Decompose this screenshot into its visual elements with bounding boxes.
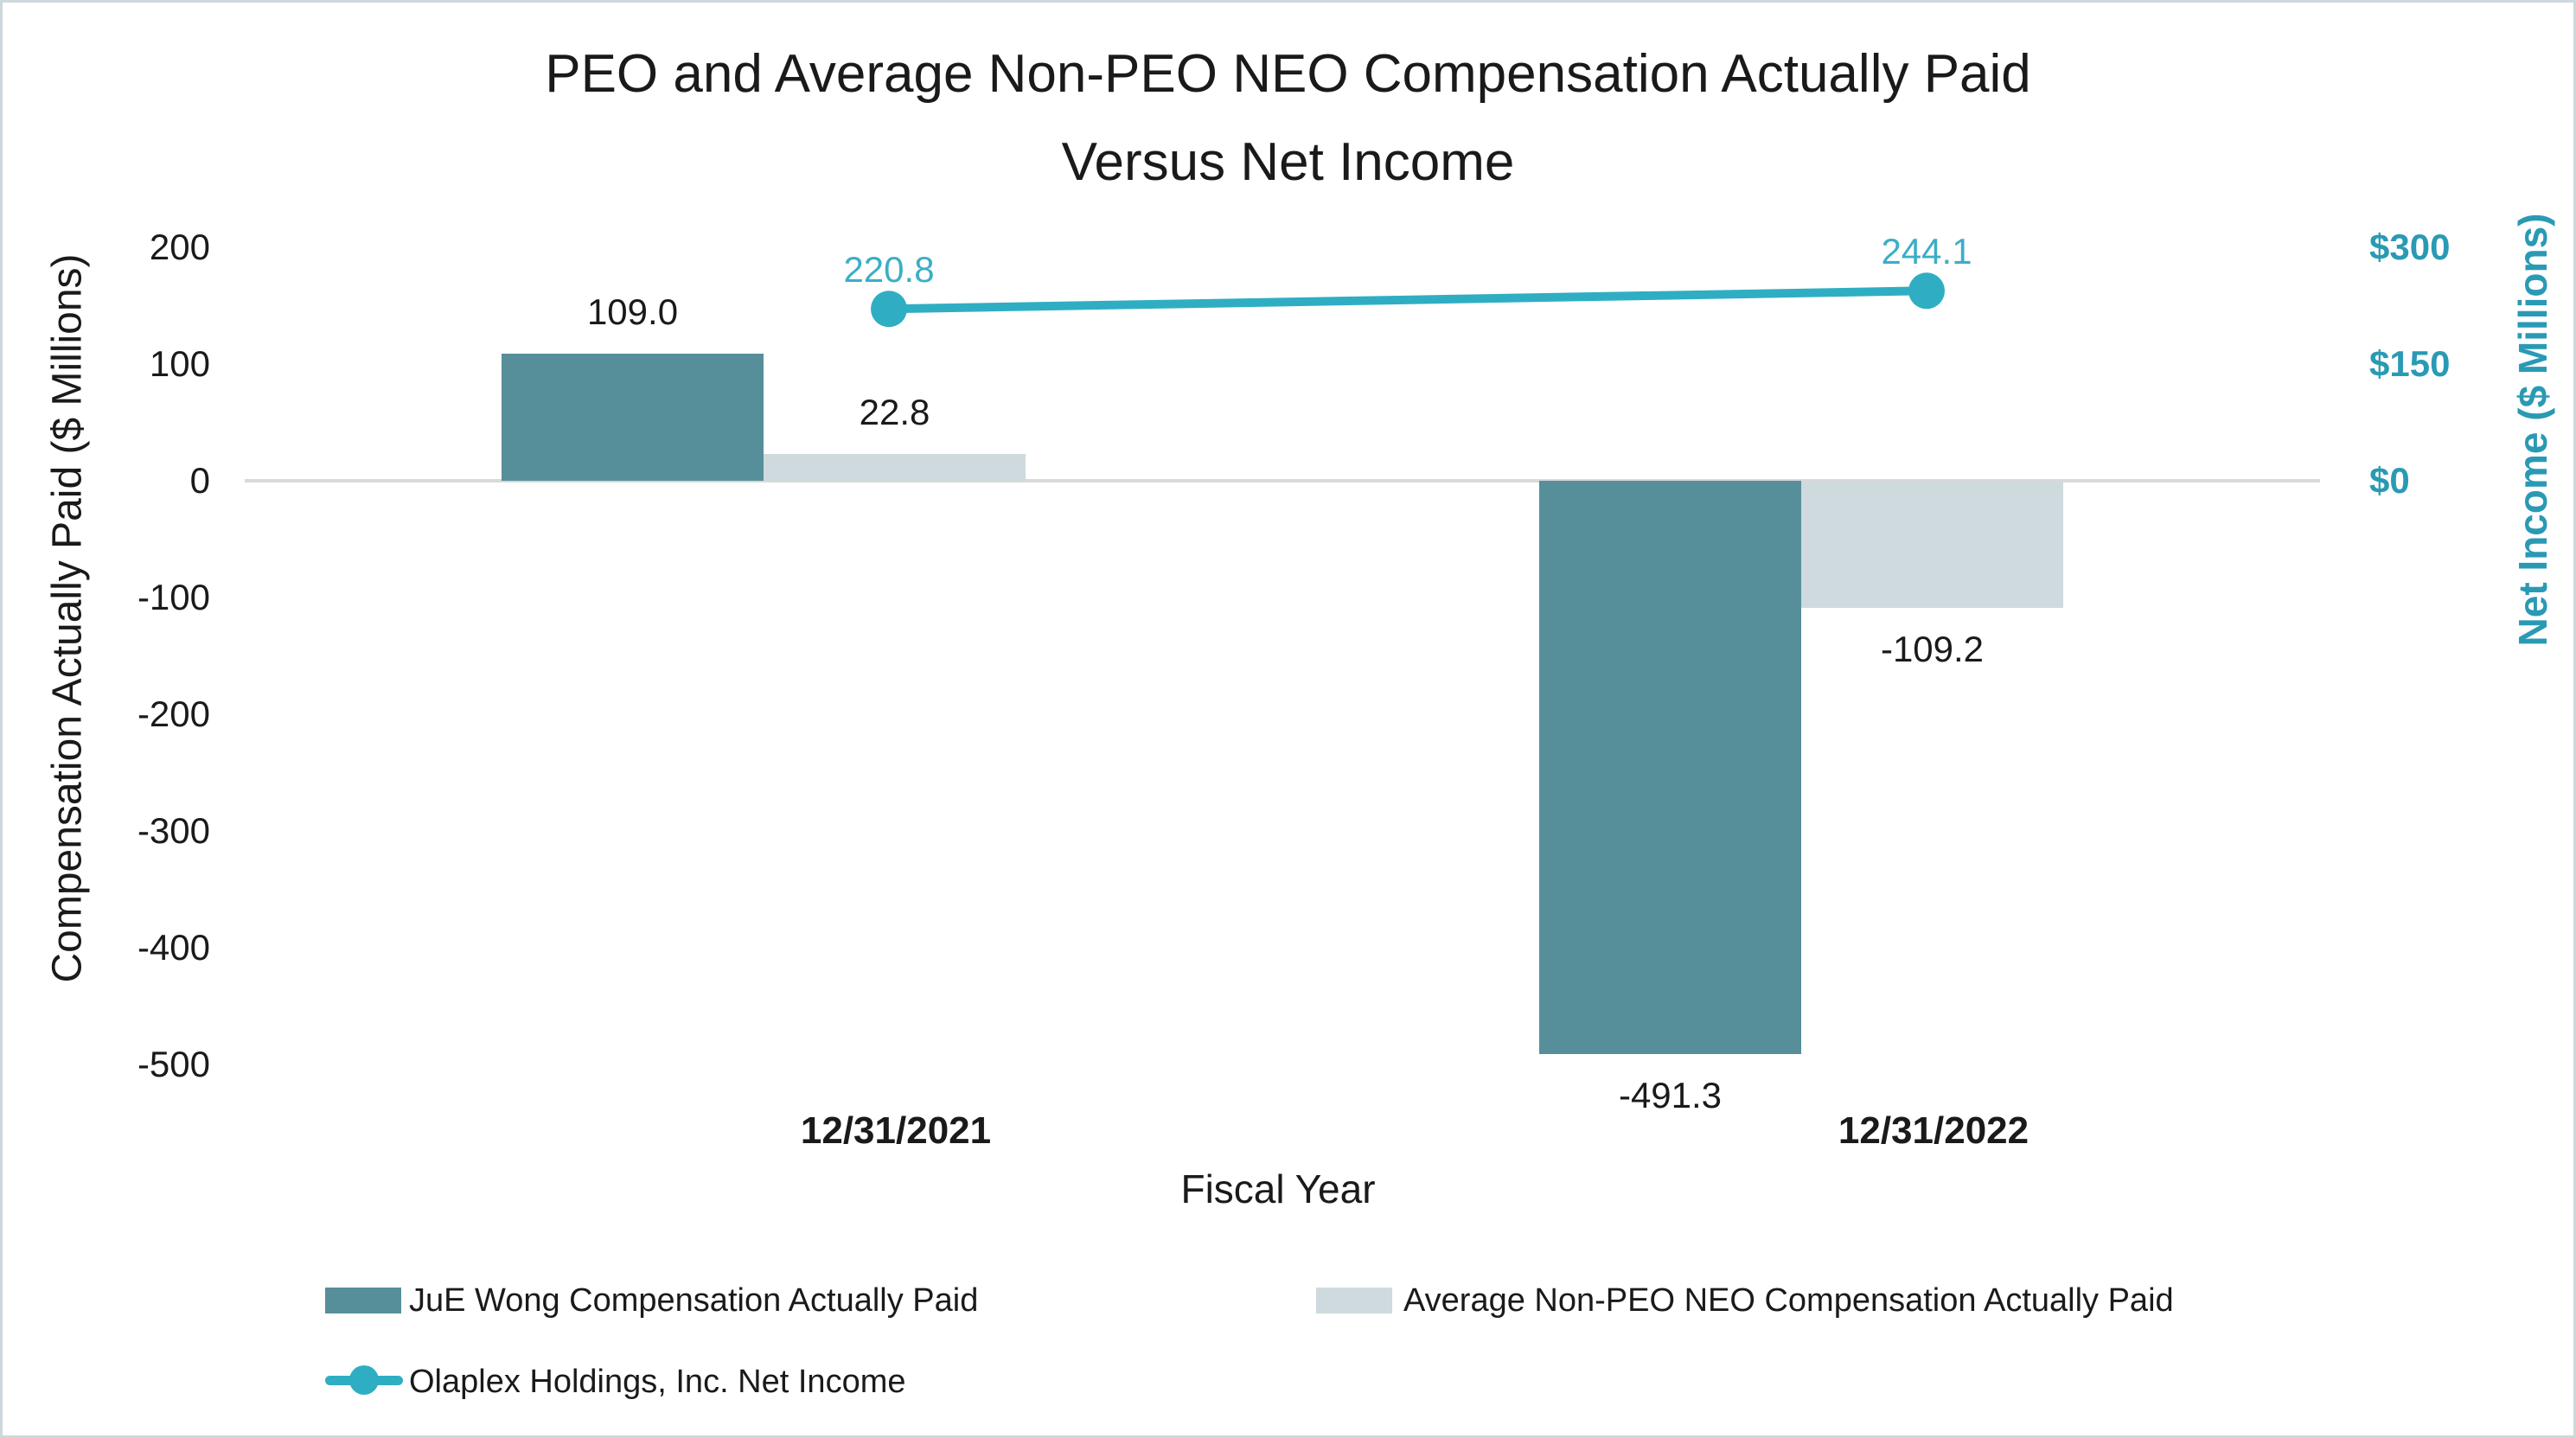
- line-data-label: 244.1: [1881, 231, 1972, 272]
- left-y-axis-tick-label: -200: [137, 693, 210, 734]
- chart-title-line1: PEO and Average Non-PEO NEO Compensation…: [545, 44, 2031, 104]
- line-point-marker: [871, 291, 907, 328]
- left-y-axis-tick-label: -100: [137, 577, 210, 617]
- x-axis-zero-line: [245, 479, 2320, 483]
- legend-dot-marker-icon: [349, 1365, 379, 1395]
- chart-title-line2: Versus Net Income: [1061, 132, 1515, 192]
- x-axis-category-label: 12/31/2021: [800, 1109, 992, 1152]
- x-axis-category-label: 12/31/2022: [1838, 1109, 2029, 1152]
- right-y-axis-tick-label: $0: [2369, 460, 2410, 501]
- bar-non-peo-12/31/2022: [1801, 481, 2063, 609]
- bar-non-peo-12/31/2021: [764, 454, 1026, 481]
- legend-label-peo-bar: JuE Wong Compensation Actually Paid: [409, 1282, 979, 1319]
- left-y-axis-tick-label: 100: [149, 343, 210, 384]
- net-income-line: [871, 272, 1945, 328]
- left-y-axis-tick-label: -400: [137, 927, 210, 968]
- left-y-axis-tick-label: 0: [189, 460, 210, 501]
- bar-peo-12/31/2022: [1539, 481, 1801, 1055]
- line-data-label: 220.8: [843, 249, 935, 291]
- legend-swatch-peo-bar: [325, 1288, 401, 1313]
- legend-label-net-income-line: Olaplex Holdings, Inc. Net Income: [409, 1364, 906, 1400]
- bar-data-label: -491.3: [1618, 1075, 1723, 1116]
- bar-data-label: -109.2: [1880, 629, 1985, 670]
- bar-data-label: 22.8: [859, 392, 930, 433]
- left-y-axis-tick-label: 200: [149, 227, 210, 267]
- legend-label-nonpeo-bar: Average Non-PEO NEO Compensation Actuall…: [1403, 1282, 2174, 1319]
- right-y-axis-tick-label: $150: [2369, 343, 2451, 384]
- left-y-axis-tick-label: -300: [137, 810, 210, 851]
- right-y-axis-tick-label: $300: [2369, 227, 2451, 267]
- bar-peo-12/31/2021: [502, 353, 764, 481]
- left-y-axis-tick-label: -500: [137, 1044, 210, 1084]
- bar-data-label: 109.0: [586, 291, 679, 332]
- legend-swatch-nonpeo-bar: [1316, 1288, 1392, 1313]
- line-point-marker: [1908, 272, 1945, 310]
- x-axis-title: Fiscal Year: [1180, 1166, 1376, 1211]
